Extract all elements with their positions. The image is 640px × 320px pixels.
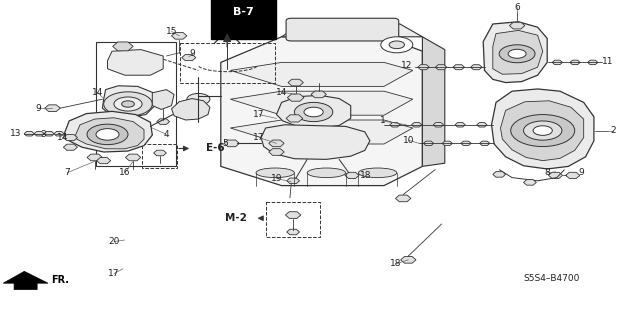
Polygon shape: [152, 90, 174, 109]
Text: 16: 16: [119, 168, 131, 177]
Circle shape: [533, 126, 552, 135]
Text: 7: 7: [65, 168, 70, 177]
Bar: [180, 43, 275, 83]
Circle shape: [187, 93, 210, 105]
Polygon shape: [492, 89, 594, 169]
Text: 3: 3: [41, 130, 46, 139]
Text: S5S4–B4700: S5S4–B4700: [524, 274, 580, 283]
Circle shape: [104, 92, 152, 116]
Text: 17: 17: [253, 133, 265, 142]
Circle shape: [524, 121, 562, 140]
Text: 10: 10: [403, 136, 414, 145]
Circle shape: [122, 101, 134, 107]
Circle shape: [381, 37, 413, 53]
Polygon shape: [64, 111, 152, 152]
Polygon shape: [221, 37, 422, 186]
Circle shape: [389, 41, 404, 49]
Ellipse shape: [358, 168, 397, 178]
Circle shape: [304, 107, 323, 117]
FancyBboxPatch shape: [286, 18, 399, 41]
Polygon shape: [230, 91, 413, 115]
Text: 13: 13: [10, 129, 22, 138]
Polygon shape: [172, 99, 210, 120]
Text: 11: 11: [602, 57, 614, 66]
Circle shape: [508, 49, 526, 58]
Polygon shape: [500, 101, 584, 161]
Text: 14: 14: [57, 133, 68, 142]
Ellipse shape: [307, 168, 346, 178]
Polygon shape: [276, 95, 351, 128]
Text: B-7: B-7: [233, 7, 253, 17]
Polygon shape: [102, 86, 155, 118]
Polygon shape: [483, 22, 547, 83]
Text: 20: 20: [108, 237, 120, 246]
Bar: [266, 202, 320, 237]
Bar: [96, 42, 176, 166]
Text: 12: 12: [401, 61, 412, 70]
Text: 4: 4: [164, 130, 169, 139]
Text: 14: 14: [276, 88, 287, 97]
Ellipse shape: [256, 168, 294, 178]
Text: E-6: E-6: [206, 143, 225, 154]
Circle shape: [87, 124, 128, 145]
Text: FR.: FR.: [51, 275, 69, 285]
Text: 9: 9: [189, 49, 195, 58]
Text: 17: 17: [108, 269, 120, 278]
Text: 9: 9: [579, 168, 584, 177]
Text: 15: 15: [166, 27, 177, 36]
Text: 5: 5: [223, 139, 228, 148]
Circle shape: [294, 102, 333, 122]
Text: 14: 14: [92, 88, 103, 97]
Bar: [142, 144, 177, 168]
Text: 19: 19: [271, 174, 282, 183]
Text: 17: 17: [253, 110, 265, 119]
Polygon shape: [108, 50, 163, 75]
Text: 6: 6: [515, 3, 520, 12]
Text: M-2: M-2: [225, 213, 246, 223]
Text: 8: 8: [545, 168, 550, 177]
Text: 2: 2: [611, 126, 616, 135]
Text: 9: 9: [36, 104, 41, 113]
Polygon shape: [422, 37, 445, 166]
Polygon shape: [282, 24, 422, 37]
Polygon shape: [230, 62, 413, 86]
Text: 18: 18: [390, 260, 401, 268]
Text: 18: 18: [360, 171, 372, 180]
Circle shape: [114, 97, 142, 111]
Polygon shape: [3, 271, 48, 290]
Polygon shape: [230, 120, 413, 144]
Polygon shape: [76, 118, 144, 149]
Text: 1: 1: [380, 116, 385, 125]
Polygon shape: [261, 125, 370, 159]
Circle shape: [511, 115, 575, 147]
Polygon shape: [493, 30, 543, 74]
Circle shape: [96, 129, 119, 140]
Circle shape: [499, 45, 535, 63]
